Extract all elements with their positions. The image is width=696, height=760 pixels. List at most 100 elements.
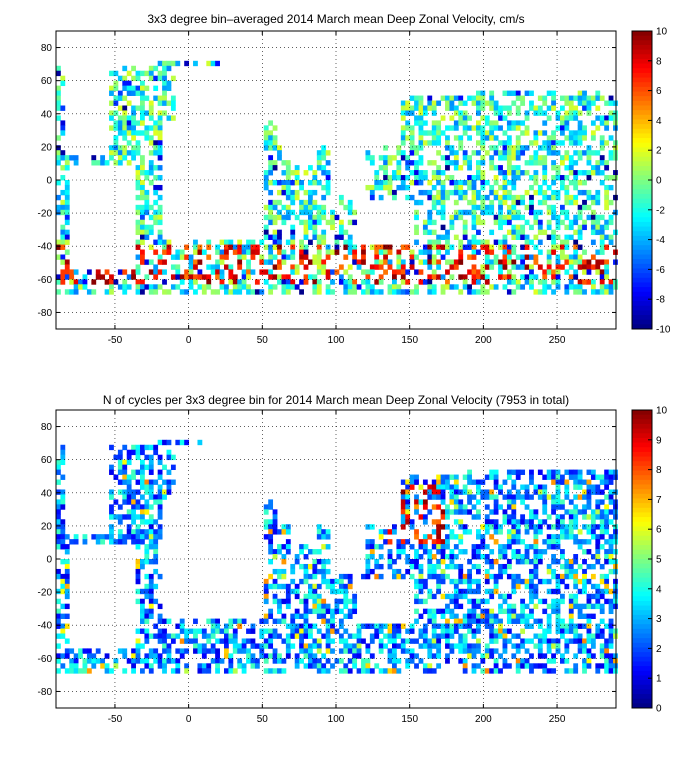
chart-1-bin (604, 224, 610, 231)
chart-2-colorbar-segment (632, 586, 652, 593)
chart-1-bin (303, 199, 309, 206)
chart-1-bin (414, 289, 419, 295)
chart-1-bin (135, 204, 141, 211)
chart-1-bin (431, 239, 437, 245)
chart-1-bin (480, 244, 486, 250)
chart-2-bin (148, 663, 154, 669)
chart-1-bin (414, 160, 419, 166)
chart-2-bin (144, 559, 150, 565)
chart-1-bin (515, 90, 521, 96)
chart-1-bin (493, 175, 499, 181)
chart-2-colorbar-segment (632, 493, 652, 499)
chart-2-bin (157, 489, 163, 495)
chart-2-bin (489, 559, 495, 565)
chart-2-bin (405, 494, 411, 500)
chart-1-bin (551, 279, 556, 285)
chart-2-bin (162, 464, 167, 470)
chart-1-bin (383, 259, 388, 265)
chart-2-bin (290, 643, 296, 649)
chart-1-bin (520, 274, 526, 280)
chart-1-bin (135, 70, 141, 77)
chart-1-bin (493, 165, 499, 171)
chart-1-bin (445, 100, 450, 106)
chart-2-bin (400, 479, 406, 485)
chart-1-bin (140, 284, 145, 290)
chart-1-bin (471, 224, 477, 231)
chart-1-bin (489, 204, 495, 211)
chart-2-bin (502, 544, 508, 550)
chart-1-bin (440, 189, 446, 196)
chart-1-bin (568, 180, 574, 186)
chart-2-bin (533, 633, 539, 639)
chart-1-bin (325, 184, 331, 191)
chart-1-bin (493, 219, 499, 226)
chart-2-bin (330, 608, 335, 615)
chart-2-bin (277, 529, 282, 535)
chart-1-bin (480, 140, 486, 146)
chart-2-bin (396, 539, 402, 545)
chart-1-bin (546, 184, 552, 191)
chart-1-bin (60, 155, 66, 161)
chart-1-bin (440, 199, 446, 206)
chart-1-bin (285, 254, 291, 260)
chart-2-bin (511, 494, 517, 500)
chart-2-bin (555, 544, 561, 550)
chart-2-colorbar-segment (632, 610, 652, 616)
chart-2-bin (449, 489, 455, 495)
chart-2-bin (445, 623, 450, 629)
chart-2-bin (387, 633, 393, 639)
chart-1-bin (122, 125, 128, 131)
chart-2-bin (224, 628, 229, 634)
chart-1-bin (64, 199, 70, 206)
chart-1-bin (440, 155, 446, 161)
chart-1-bin (476, 100, 481, 106)
chart-2-bin (480, 524, 486, 530)
chart-1-bin (153, 140, 159, 146)
chart-1-bin (263, 145, 269, 151)
chart-2-bin (157, 484, 163, 490)
chart-1-bin (184, 274, 190, 280)
chart-2-bin (551, 658, 556, 664)
chart-1-colorbar-segment (632, 193, 652, 200)
chart-1-bin (582, 180, 587, 186)
chart-2-bin (498, 593, 503, 600)
chart-1-bin (506, 259, 512, 265)
chart-1-bin (144, 135, 150, 141)
chart-2-bin (237, 658, 243, 664)
chart-2-bin (590, 638, 596, 644)
chart-1-bin (506, 274, 512, 280)
chart-2-bin (277, 618, 282, 624)
chart-1-bin (537, 110, 543, 116)
chart-2-bin (462, 524, 468, 530)
chart-1-bin (586, 150, 592, 156)
chart-1-bin (590, 254, 596, 260)
chart-1-bin (515, 110, 521, 116)
chart-2-bin (131, 539, 136, 545)
chart-2-bin (542, 578, 548, 585)
chart-2-bin (268, 583, 274, 590)
chart-2-bin (458, 519, 464, 525)
chart-2-bin (436, 563, 442, 570)
chart-2-bin (511, 633, 517, 639)
chart-1-bin (140, 289, 145, 295)
chart-1-bin (595, 194, 601, 201)
chart-1-bin (480, 194, 486, 201)
chart-1-bin (175, 264, 181, 270)
chart-1-bin (148, 180, 154, 186)
chart-1-bin (409, 259, 415, 265)
chart-1-bin (529, 269, 534, 275)
chart-2-bin (312, 658, 318, 664)
chart-2-bin (613, 509, 618, 515)
chart-2-bin (387, 549, 393, 555)
chart-1-bin (542, 100, 548, 106)
chart-1-bin (449, 219, 455, 226)
chart-2-bin (131, 514, 136, 520)
chart-2-bin (568, 623, 574, 629)
chart-2-bin (126, 454, 132, 461)
chart-1-bin (511, 234, 517, 240)
chart-2-grid (56, 410, 616, 708)
chart-2-bin (166, 658, 172, 664)
chart-1-bin (542, 120, 548, 126)
chart-2-bin (502, 514, 508, 520)
chart-1-bin (374, 180, 380, 186)
